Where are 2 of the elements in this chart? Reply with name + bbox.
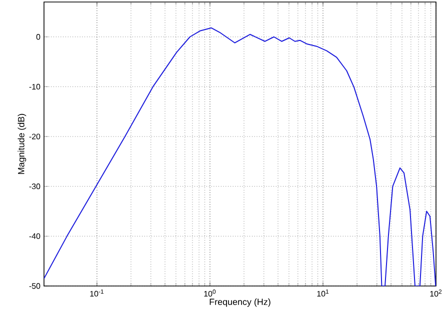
x-axis-title: Frequency (Hz) [210,298,270,307]
y-axis-title: Magnitude (dB) [18,114,26,174]
